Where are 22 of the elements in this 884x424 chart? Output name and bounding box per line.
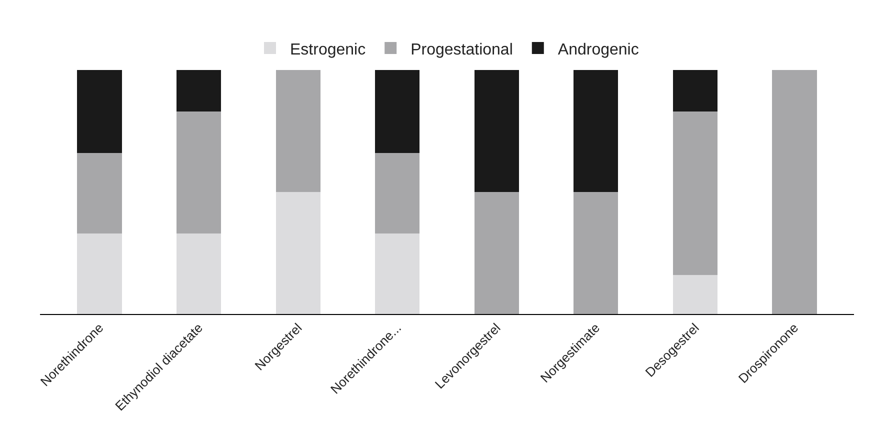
bar bbox=[772, 70, 817, 314]
legend-label: Estrogenic bbox=[290, 41, 366, 58]
bar bbox=[672, 70, 718, 112]
bar bbox=[474, 70, 519, 192]
bar bbox=[276, 70, 320, 192]
bar bbox=[276, 192, 320, 314]
bar bbox=[77, 233, 122, 314]
bar bbox=[176, 70, 222, 112]
bar bbox=[574, 192, 618, 314]
legend-label: Androgenic bbox=[558, 41, 639, 58]
bar bbox=[375, 233, 420, 314]
bar bbox=[574, 70, 618, 192]
bar bbox=[77, 152, 122, 234]
bar bbox=[176, 233, 222, 314]
bar bbox=[375, 70, 420, 153]
legend-label: Progestational bbox=[410, 41, 513, 58]
bar bbox=[474, 192, 519, 314]
bar bbox=[375, 152, 420, 234]
bar bbox=[77, 70, 122, 153]
bar bbox=[672, 274, 718, 314]
bar bbox=[672, 111, 718, 275]
bar bbox=[176, 111, 222, 234]
